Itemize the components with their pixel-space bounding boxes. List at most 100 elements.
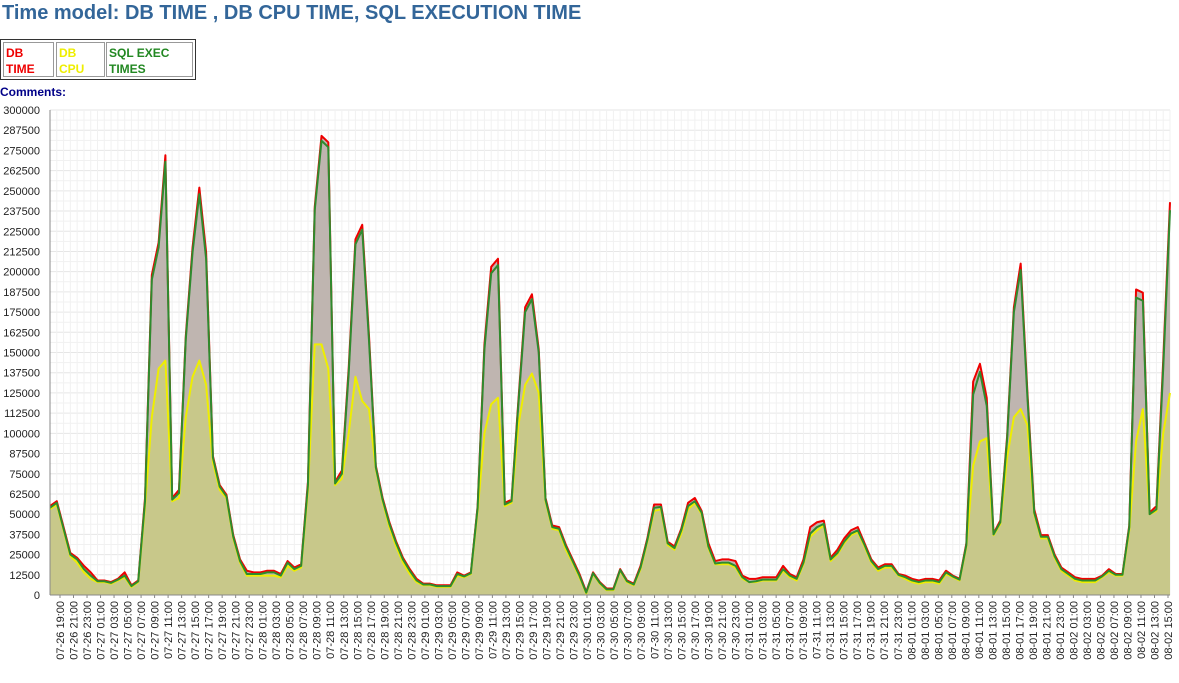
x-tick-label: 08-01 13:00 [987,601,999,660]
x-tick-label: 07-30 23:00 [731,601,743,660]
x-tick-label: 07-31 05:00 [771,601,783,660]
x-tick-label: 08-02 11:00 [1136,601,1148,659]
x-tick-label: 07-29 23:00 [568,601,580,660]
x-tick-label: 08-02 01:00 [1068,601,1080,660]
x-tick-label: 07-28 23:00 [406,601,418,660]
x-tick-label: 08-02 05:00 [1095,601,1107,660]
x-tick-label: 07-28 03:00 [271,601,283,660]
axes [49,110,1170,598]
x-tick-label: 07-30 03:00 [595,601,607,660]
x-tick-label: 07-31 01:00 [744,601,756,660]
x-tick-label: 07-30 13:00 [663,601,675,660]
y-tick-label: 187500 [3,287,40,299]
legend-item-db-cpu: DB CPU [56,42,105,77]
x-tick-label: 07-26 23:00 [82,601,94,660]
x-tick-label: 07-31 23:00 [893,601,905,660]
series-lines [49,134,1171,595]
x-tick-label: 07-27 15:00 [190,601,202,660]
time-model-chart: 0 12500 25000 37500 50000 62500 75000 87500 1000… [3,105,1175,660]
x-tick-label: 07-27 11:00 [163,601,175,659]
x-tick-label: 07-26 21:00 [69,601,81,660]
x-tick-label: 08-01 01:00 [906,601,918,660]
sql-exec-line [49,139,1171,594]
x-tick-label: 07-31 09:00 [798,601,810,660]
y-tick-label: 37500 [9,529,40,541]
x-tick-label: 07-29 05:00 [447,601,459,660]
x-tick-label: 07-31 03:00 [758,601,770,660]
x-tick-label: 07-28 21:00 [393,601,405,660]
y-tick-label: 237500 [3,206,40,218]
y-tick-label: 262500 [3,166,40,178]
legend-item-db-time: DB TIME [3,42,54,77]
x-tick-label: 07-30 01:00 [582,601,594,660]
x-tick-label: 08-01 11:00 [974,601,986,659]
y-tick-label: 137500 [3,368,40,380]
x-tick-label: 07-29 01:00 [420,601,432,660]
y-tick-label: 212500 [3,246,40,258]
x-tick-label: 08-01 21:00 [1041,601,1053,660]
x-tick-label: 07-30 17:00 [690,601,702,660]
x-tick-label: 07-31 11:00 [812,601,824,659]
x-tick-label: 07-30 15:00 [677,601,689,660]
x-tick-label: 07-27 23:00 [244,601,256,660]
x-tick-label: 07-31 19:00 [866,601,878,660]
x-tick-label: 08-02 09:00 [1122,601,1134,660]
x-tick-label: 08-01 19:00 [1028,601,1040,660]
x-tick-label: 07-31 21:00 [879,601,891,660]
x-tick-label: 07-28 15:00 [352,601,364,660]
x-tick-label: 07-27 19:00 [217,601,229,660]
x-tick-label: 07-27 05:00 [123,601,135,660]
x-tick-label: 07-27 21:00 [231,601,243,660]
y-tick-label: 250000 [3,186,40,198]
grid [49,109,1171,596]
x-tick-label: 07-29 19:00 [541,601,553,660]
x-tick-label: 07-27 07:00 [136,601,148,660]
x-tick-label: 08-01 05:00 [933,601,945,660]
x-tick-label: 08-02 13:00 [1149,601,1161,660]
x-tick-label: 07-30 19:00 [704,601,716,660]
x-tick-label: 08-01 17:00 [1014,601,1026,660]
x-tick-label: 07-29 17:00 [528,601,540,660]
y-tick-label: 175000 [3,307,40,319]
y-tick-label: 50000 [9,509,40,521]
y-tick-label: 300000 [3,105,40,117]
y-tick-label: 112500 [4,408,40,420]
y-tick-label: 200000 [3,267,40,279]
y-tick-label: 100000 [3,428,40,440]
x-tick-label: 07-27 13:00 [177,601,189,660]
x-tick-label: 07-31 13:00 [825,601,837,660]
x-tick-label: 07-30 09:00 [636,601,648,660]
x-tick-label: 07-28 01:00 [258,601,270,660]
y-tick-label: 62500 [9,489,40,501]
y-tick-label: 12500 [9,570,40,582]
y-tick-labels: 0 12500 25000 37500 50000 62500 75000 87500 1000… [3,105,40,602]
x-tick-label: 07-28 07:00 [298,601,310,660]
x-tick-label: 07-29 07:00 [460,601,472,660]
x-tick-label: 07-30 07:00 [623,601,635,660]
x-tick-label: 08-01 15:00 [1001,601,1013,660]
x-tick-label: 07-29 13:00 [501,601,513,660]
x-tick-label: 07-28 11:00 [325,601,337,659]
page-title: Time model: DB TIME , DB CPU TIME, SQL E… [2,2,582,24]
y-tick-label: 0 [34,590,40,602]
x-tick-label: 07-30 05:00 [609,601,621,660]
y-tick-label: 75000 [9,469,40,481]
x-tick-labels: 07-26 19:00 07-26 21:00 07-26 23:00 07-27 0… [55,601,1175,660]
x-tick-label: 07-30 11:00 [650,601,662,659]
x-tick-label: 07-27 01:00 [96,601,108,660]
x-tick-label: 08-01 03:00 [920,601,932,660]
x-tick-label: 08-01 09:00 [960,601,972,660]
y-tick-label: 150000 [3,348,40,360]
x-tick-label: 08-01 07:00 [947,601,959,660]
comments-label: Comments: [0,85,67,99]
db-cpu-area [50,344,1170,595]
x-tick-label: 07-29 21:00 [555,601,567,660]
x-tick-label: 07-29 09:00 [474,601,486,660]
x-tick-label: 07-28 13:00 [339,601,351,660]
y-tick-label: 125000 [3,388,40,400]
x-tick-label: 07-28 17:00 [366,601,378,660]
x-tick-label: 07-27 09:00 [150,601,162,660]
x-tick-label: 07-26 19:00 [55,601,67,660]
x-tick-label: 08-01 23:00 [1055,601,1067,660]
y-tick-label: 87500 [9,449,40,461]
